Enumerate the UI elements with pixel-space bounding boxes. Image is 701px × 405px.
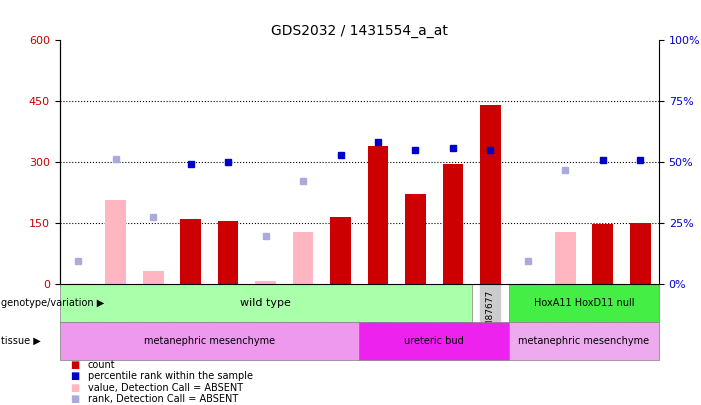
Text: genotype/variation ▶: genotype/variation ▶ <box>1 298 104 308</box>
Bar <box>60 284 472 322</box>
Bar <box>60 322 359 360</box>
Text: percentile rank within the sample: percentile rank within the sample <box>88 371 252 381</box>
Text: ureteric bud: ureteric bud <box>404 336 464 346</box>
Bar <box>368 146 388 284</box>
Bar <box>630 223 651 284</box>
Title: GDS2032 / 1431554_a_at: GDS2032 / 1431554_a_at <box>271 24 448 38</box>
Bar <box>105 200 126 284</box>
Text: value, Detection Call = ABSENT: value, Detection Call = ABSENT <box>88 383 243 392</box>
Text: ■: ■ <box>70 360 79 370</box>
Bar <box>592 224 613 284</box>
Bar <box>359 322 509 360</box>
Text: wild type: wild type <box>240 298 291 308</box>
Text: ■: ■ <box>70 383 79 392</box>
Bar <box>293 232 313 284</box>
Bar <box>509 284 659 322</box>
Bar <box>555 232 576 284</box>
Bar <box>480 105 501 284</box>
Bar <box>330 217 350 284</box>
Bar <box>218 221 238 284</box>
Bar <box>509 322 659 360</box>
Text: tissue ▶: tissue ▶ <box>1 336 41 346</box>
Text: metanephric mesenchyme: metanephric mesenchyme <box>519 336 650 346</box>
Bar <box>143 271 163 284</box>
Bar <box>405 194 426 284</box>
Bar <box>180 219 201 284</box>
Text: ■: ■ <box>70 394 79 404</box>
Bar <box>442 164 463 284</box>
Text: metanephric mesenchyme: metanephric mesenchyme <box>144 336 275 346</box>
Text: count: count <box>88 360 115 370</box>
Text: HoxA11 HoxD11 null: HoxA11 HoxD11 null <box>533 298 634 308</box>
Text: rank, Detection Call = ABSENT: rank, Detection Call = ABSENT <box>88 394 238 404</box>
Text: ■: ■ <box>70 371 79 381</box>
Bar <box>255 281 276 283</box>
